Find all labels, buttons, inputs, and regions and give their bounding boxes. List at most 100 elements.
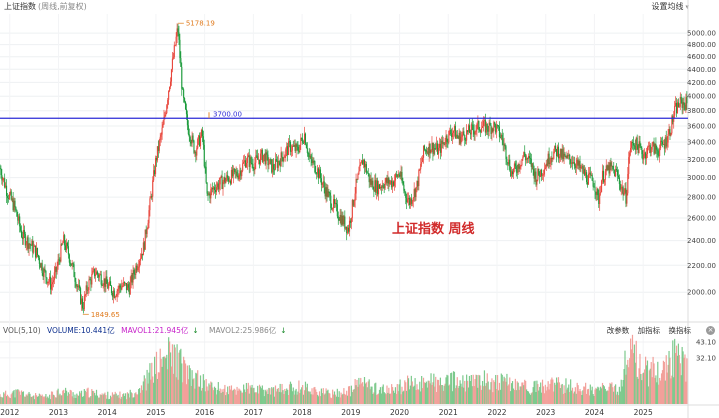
volume-bar (684, 354, 686, 404)
candle-body (78, 285, 80, 288)
volume-bar (510, 391, 512, 404)
volume-bar (32, 396, 34, 404)
volume-bar (465, 391, 467, 404)
candle-body (49, 276, 51, 282)
volume-bar (118, 397, 120, 404)
close-icon[interactable]: × (706, 326, 715, 335)
volume-bar (293, 394, 295, 404)
volume-bar (271, 387, 273, 404)
volume-bar (15, 389, 17, 404)
volume-bar (212, 387, 214, 404)
candle-body (586, 172, 588, 183)
edit-params-button[interactable]: 改参数 (606, 326, 630, 335)
volume-bar (604, 388, 606, 404)
volume-bar (340, 392, 342, 404)
volume-bar (669, 357, 671, 404)
candle-body (633, 145, 635, 147)
ma-settings-button[interactable]: 设置均线 ▾ (651, 1, 689, 12)
candle-body (43, 268, 45, 277)
volume-bar (37, 396, 40, 404)
candle-body (219, 177, 221, 185)
candle-body (126, 284, 128, 291)
volume-bar (202, 374, 204, 404)
volume-bar (330, 397, 332, 404)
candle-body (80, 288, 82, 304)
candle-body (378, 184, 380, 195)
candle-body (439, 143, 441, 153)
candle-body (451, 134, 453, 138)
candle-body (349, 220, 351, 223)
candle-body (590, 174, 592, 176)
candle-body (564, 153, 566, 156)
volume-bar (557, 377, 560, 404)
candle-body (173, 45, 175, 58)
volume-bar (472, 374, 474, 404)
candle-body (270, 159, 272, 161)
volume-bar (192, 379, 194, 404)
candle-body (582, 166, 584, 174)
candle-body (9, 191, 11, 194)
volume-bar (420, 391, 422, 404)
volume-bar (258, 384, 261, 404)
volume-bar (360, 377, 362, 404)
candle-body (92, 270, 94, 275)
volume-bar (133, 397, 135, 404)
volume-bar (345, 395, 347, 404)
volume-bar (445, 377, 447, 404)
candle-body (370, 179, 372, 185)
volume-bar (446, 374, 448, 404)
candle-body (26, 237, 28, 244)
volume-bar (424, 383, 427, 404)
volume-bar (139, 388, 141, 404)
candle-body (153, 170, 155, 181)
volume-bar (184, 363, 187, 404)
candle-body (203, 144, 205, 167)
candle-body (645, 153, 648, 159)
volume-bar (252, 388, 254, 404)
candle-body (176, 28, 178, 37)
y-tick-label: 3800.00 (687, 107, 716, 115)
candle-body (492, 128, 494, 132)
volume-bar (274, 385, 277, 404)
volume-bar (266, 389, 268, 404)
candle-body (327, 191, 329, 197)
candle-body (324, 187, 326, 197)
candle-body (504, 144, 506, 147)
candle-body (466, 130, 468, 141)
volume-bar (383, 392, 385, 404)
volume-bar (671, 375, 673, 404)
candle-body (367, 173, 369, 174)
volume-bar (362, 386, 365, 404)
candle-body (668, 129, 670, 134)
add-indicator-button[interactable]: 加指标 (637, 326, 661, 335)
volume-bar (332, 389, 334, 404)
candle-body (398, 174, 400, 176)
volume-bar (582, 390, 584, 404)
caret-down-icon: ▾ (685, 3, 689, 11)
candle-body (181, 66, 183, 89)
volume-bar (247, 382, 249, 404)
candle-body (662, 144, 664, 145)
volume-bar (354, 378, 356, 404)
candle-body (474, 131, 476, 135)
candle-body (557, 146, 560, 159)
volume-bar (140, 385, 143, 404)
candle-body (621, 186, 623, 188)
volume-bar (128, 397, 130, 404)
candle-body (414, 189, 416, 198)
switch-indicator-button[interactable]: 换指标 (668, 326, 692, 335)
candle-body (664, 137, 666, 149)
candle-body (119, 285, 121, 288)
candle-body (640, 146, 642, 148)
candle-body (429, 143, 431, 154)
volume-bar (277, 388, 279, 404)
candle-body (141, 253, 143, 256)
candle-body (458, 132, 460, 139)
candle-body (168, 90, 170, 100)
volume-bar (191, 370, 193, 404)
candle-body (646, 147, 649, 154)
candle-body (184, 97, 186, 102)
x-tick-label: 2016 (195, 408, 214, 417)
